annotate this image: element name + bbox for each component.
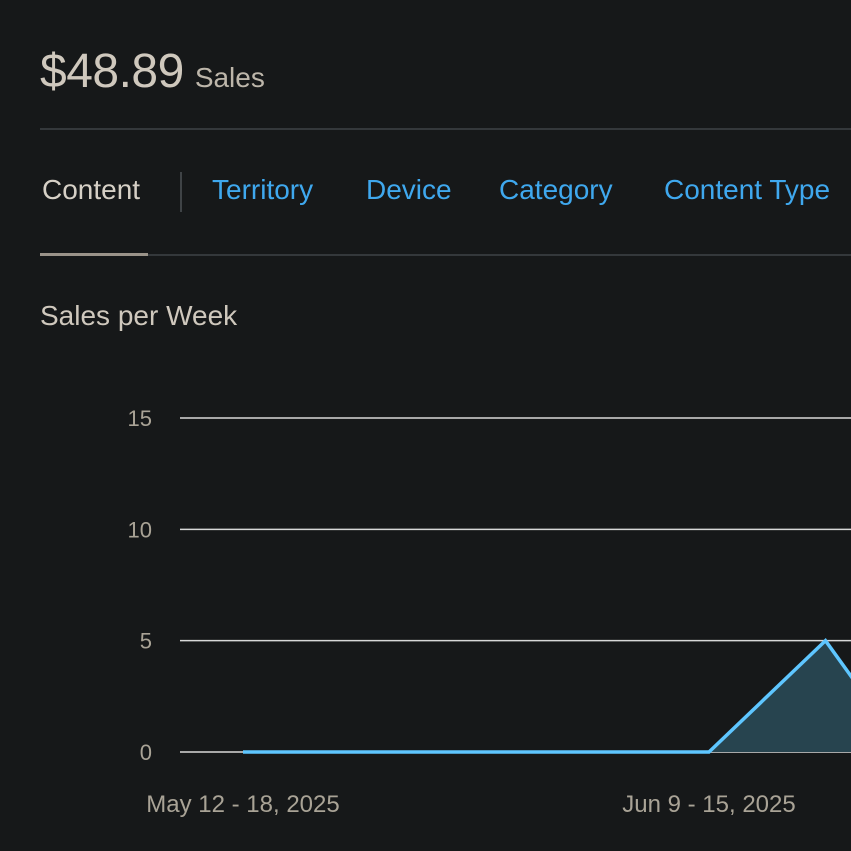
tab-category[interactable]: Category <box>499 174 613 205</box>
sales-amount-label: Sales <box>194 62 265 93</box>
y-tick-label: 15 <box>128 406 152 431</box>
sales-summary: $48.89 Sales <box>40 44 265 99</box>
y-tick-label: 0 <box>140 740 152 765</box>
chart-title: Sales per Week <box>40 300 238 331</box>
sales-per-week-chart: 0 5 10 15 May 12 - 18, 2025 Jun 9 - 15, 2025 <box>128 406 851 818</box>
tab-territory[interactable]: Territory <box>212 174 314 205</box>
y-tick-label: 5 <box>140 629 152 654</box>
sales-series-line <box>243 638 851 754</box>
chart-area-layer <box>243 638 851 754</box>
tab-device[interactable]: Device <box>366 174 452 205</box>
tab-content-type[interactable]: Content Type <box>664 174 831 205</box>
x-tick-label: May 12 - 18, 2025 <box>146 791 339 818</box>
chart-x-ticks: May 12 - 18, 2025 Jun 9 - 15, 2025 <box>146 791 795 818</box>
breakdown-tabs: Content Territory Device Category Conten… <box>0 170 851 216</box>
active-tab-indicator <box>40 253 148 256</box>
tabs-divider <box>40 254 851 256</box>
sales-area-fill <box>243 640 851 752</box>
tab-separator <box>180 172 182 212</box>
y-tick-label: 10 <box>128 517 152 542</box>
sales-amount: $48.89 <box>40 45 184 98</box>
x-tick-label: Jun 9 - 15, 2025 <box>622 791 795 818</box>
header-divider <box>40 128 851 130</box>
tab-content[interactable]: Content <box>42 174 141 205</box>
chart-gridlines <box>180 417 851 753</box>
chart-y-ticks: 0 5 10 15 <box>128 406 152 765</box>
